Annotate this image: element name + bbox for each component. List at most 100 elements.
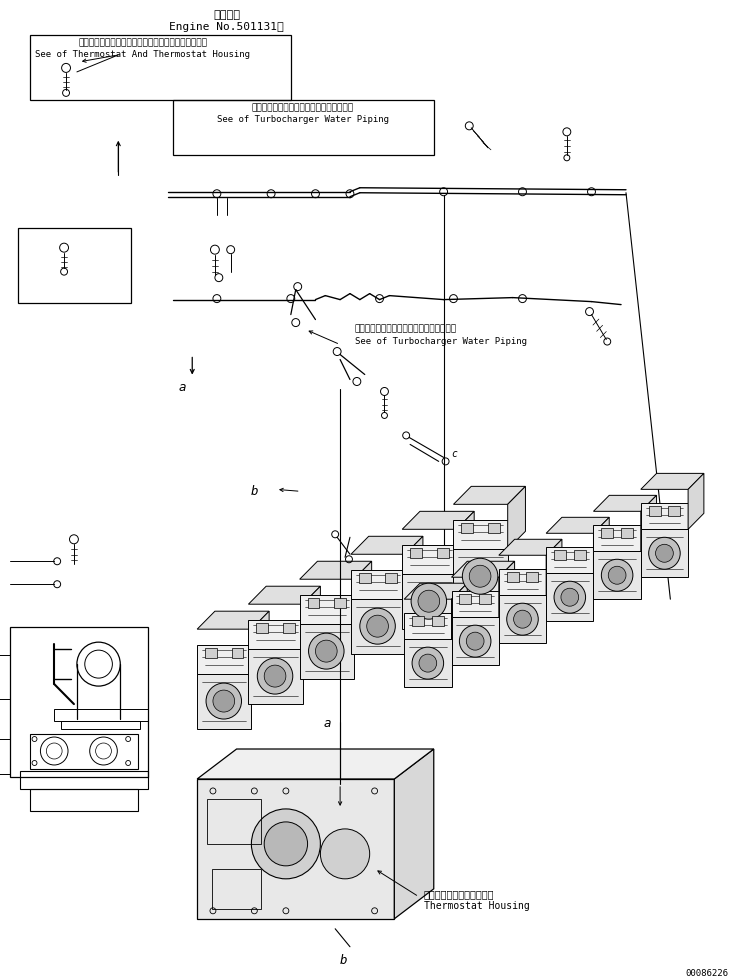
- Circle shape: [601, 560, 633, 591]
- Text: Thermostat Housing: Thermostat Housing: [424, 901, 530, 910]
- Text: Engine No.501131～: Engine No.501131～: [170, 22, 284, 32]
- Circle shape: [309, 633, 344, 669]
- Bar: [668, 507, 680, 516]
- Polygon shape: [456, 512, 474, 574]
- Circle shape: [469, 565, 491, 587]
- Bar: [231, 648, 243, 659]
- Bar: [29, 734, 138, 769]
- Bar: [334, 598, 346, 609]
- Bar: [10, 627, 148, 777]
- Bar: [307, 598, 319, 609]
- Circle shape: [418, 590, 440, 612]
- Polygon shape: [198, 612, 269, 629]
- Polygon shape: [499, 539, 562, 556]
- Circle shape: [507, 604, 538, 635]
- Bar: [29, 789, 138, 810]
- Text: b: b: [251, 485, 258, 499]
- Text: 00086226: 00086226: [685, 968, 728, 978]
- Polygon shape: [452, 583, 467, 639]
- Text: See of Turbocharger Water Piping: See of Turbocharger Water Piping: [217, 115, 388, 123]
- Polygon shape: [452, 617, 499, 665]
- Polygon shape: [248, 620, 303, 649]
- Polygon shape: [640, 504, 688, 529]
- Polygon shape: [394, 749, 434, 919]
- Polygon shape: [405, 536, 423, 599]
- Bar: [29, 35, 291, 100]
- Circle shape: [467, 632, 484, 650]
- Polygon shape: [248, 586, 321, 605]
- Circle shape: [264, 665, 286, 687]
- Circle shape: [554, 581, 586, 613]
- Bar: [432, 616, 444, 626]
- Polygon shape: [640, 529, 688, 577]
- Circle shape: [608, 566, 626, 584]
- Bar: [488, 523, 500, 533]
- Circle shape: [257, 659, 293, 694]
- Bar: [205, 648, 217, 659]
- Bar: [283, 623, 295, 633]
- Text: サーモスタットおよびサーモスタットハウジング参照: サーモスタットおよびサーモスタットハウジング参照: [78, 38, 207, 47]
- Polygon shape: [402, 512, 474, 529]
- Bar: [507, 572, 519, 582]
- Polygon shape: [499, 569, 546, 595]
- Polygon shape: [248, 649, 303, 704]
- Text: c: c: [452, 450, 458, 460]
- Bar: [601, 528, 613, 538]
- Circle shape: [251, 808, 321, 879]
- Polygon shape: [351, 536, 423, 555]
- Polygon shape: [198, 674, 251, 729]
- Circle shape: [462, 559, 497, 594]
- Polygon shape: [251, 612, 269, 674]
- Bar: [359, 573, 371, 583]
- Polygon shape: [404, 583, 467, 599]
- Bar: [20, 771, 148, 789]
- Polygon shape: [300, 595, 354, 624]
- Polygon shape: [453, 549, 508, 605]
- Polygon shape: [351, 570, 405, 599]
- Bar: [554, 550, 566, 561]
- Polygon shape: [499, 595, 546, 643]
- Bar: [526, 572, 538, 582]
- Circle shape: [213, 690, 234, 712]
- Text: See of Thermostat And Thermostat Housing: See of Thermostat And Thermostat Housing: [35, 50, 251, 59]
- Circle shape: [561, 588, 579, 607]
- Bar: [207, 799, 261, 844]
- Circle shape: [459, 625, 491, 658]
- Bar: [461, 523, 473, 533]
- Polygon shape: [198, 779, 394, 919]
- Text: ターボチャージャウォータパイピング参照: ターボチャージャウォータパイピング参照: [251, 103, 354, 112]
- Circle shape: [411, 583, 447, 619]
- Circle shape: [264, 822, 307, 866]
- Polygon shape: [452, 562, 514, 577]
- Circle shape: [367, 615, 388, 637]
- Text: a: a: [324, 717, 331, 730]
- Bar: [18, 227, 131, 303]
- Bar: [212, 869, 261, 908]
- Text: a: a: [178, 381, 186, 395]
- Bar: [256, 623, 268, 633]
- Circle shape: [315, 640, 337, 662]
- Polygon shape: [303, 586, 321, 649]
- Polygon shape: [453, 520, 508, 549]
- Circle shape: [412, 647, 444, 679]
- Circle shape: [419, 654, 437, 672]
- Bar: [479, 594, 491, 605]
- Polygon shape: [402, 574, 456, 629]
- Bar: [172, 100, 434, 155]
- Bar: [410, 548, 422, 559]
- Circle shape: [656, 544, 674, 563]
- Text: ターボチャージャウォータパイピング参照: ターボチャージャウォータパイピング参照: [355, 324, 457, 333]
- Polygon shape: [198, 749, 434, 779]
- Polygon shape: [593, 552, 640, 599]
- Bar: [55, 710, 148, 721]
- Polygon shape: [404, 613, 452, 639]
- Polygon shape: [593, 495, 657, 512]
- Circle shape: [514, 611, 531, 628]
- Polygon shape: [499, 562, 514, 617]
- Polygon shape: [404, 639, 452, 687]
- Bar: [649, 507, 660, 516]
- Polygon shape: [508, 486, 525, 549]
- Polygon shape: [546, 573, 593, 621]
- Polygon shape: [546, 547, 593, 573]
- Polygon shape: [300, 562, 371, 579]
